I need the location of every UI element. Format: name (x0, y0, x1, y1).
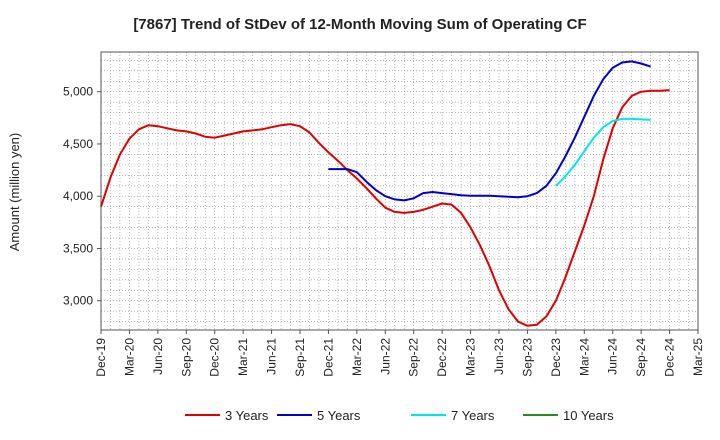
y-tick-label: 5,000 (63, 85, 93, 99)
x-tick-label: Mar-22 (350, 338, 364, 376)
x-tick-label: Dec-21 (321, 338, 335, 377)
x-tick-label: Jun-21 (265, 338, 279, 375)
chart-title: [7867] Trend of StDev of 12-Month Moving… (133, 16, 586, 33)
series-line-3-years (100, 89, 670, 327)
x-tick-label: Mar-24 (577, 338, 591, 376)
x-tick-label: Mar-20 (122, 338, 136, 376)
series-lines (100, 60, 670, 327)
x-tick-label: Mar-21 (236, 338, 250, 376)
x-axis-ticks: Dec-19 Mar-20 Jun-20 Sep-20 Dec-20 Mar-21 Jun-… (94, 330, 705, 377)
series-line-7-years (555, 117, 651, 187)
series-line-5-years (328, 60, 651, 202)
y-tick-label: 3,500 (63, 241, 93, 255)
legend-label: 7 Years (451, 408, 495, 423)
gridlines (101, 52, 698, 330)
legend-label: 5 Years (317, 408, 361, 423)
x-tick-label: Sep-20 (179, 338, 193, 377)
x-tick-label: Sep-24 (634, 338, 648, 377)
y-axis-label: Amount (million yen) (7, 133, 22, 252)
x-tick-label: Jun-23 (492, 338, 506, 375)
legend-label: 3 Years (225, 408, 269, 423)
x-tick-label: Jun-22 (378, 338, 392, 375)
legend-label: 10 Years (563, 408, 614, 423)
y-tick-label: 4,000 (63, 189, 93, 203)
x-tick-label: Mar-25 (691, 338, 705, 376)
x-tick-label: Sep-21 (293, 338, 307, 377)
y-tick-label: 4,500 (63, 137, 93, 151)
x-tick-label: Jun-24 (606, 338, 620, 375)
y-axis-ticks: 3,000 3,500 4,000 4,500 5,000 (63, 85, 101, 308)
x-tick-label: Mar-23 (464, 338, 478, 376)
x-tick-label: Dec-22 (435, 338, 449, 377)
plot-area-frame (100, 51, 699, 331)
y-tick-label: 3,000 (63, 294, 93, 308)
x-tick-label: Dec-24 (663, 338, 677, 377)
x-tick-label: Sep-23 (520, 338, 534, 377)
x-tick-label: Dec-23 (549, 338, 563, 377)
x-tick-label: Dec-19 (94, 338, 108, 377)
legend: 3 Years 5 Years 7 Years 10 Years (185, 408, 614, 423)
x-tick-label: Sep-22 (407, 338, 421, 377)
x-tick-label: Dec-20 (208, 338, 222, 377)
x-tick-label: Jun-20 (151, 338, 165, 375)
